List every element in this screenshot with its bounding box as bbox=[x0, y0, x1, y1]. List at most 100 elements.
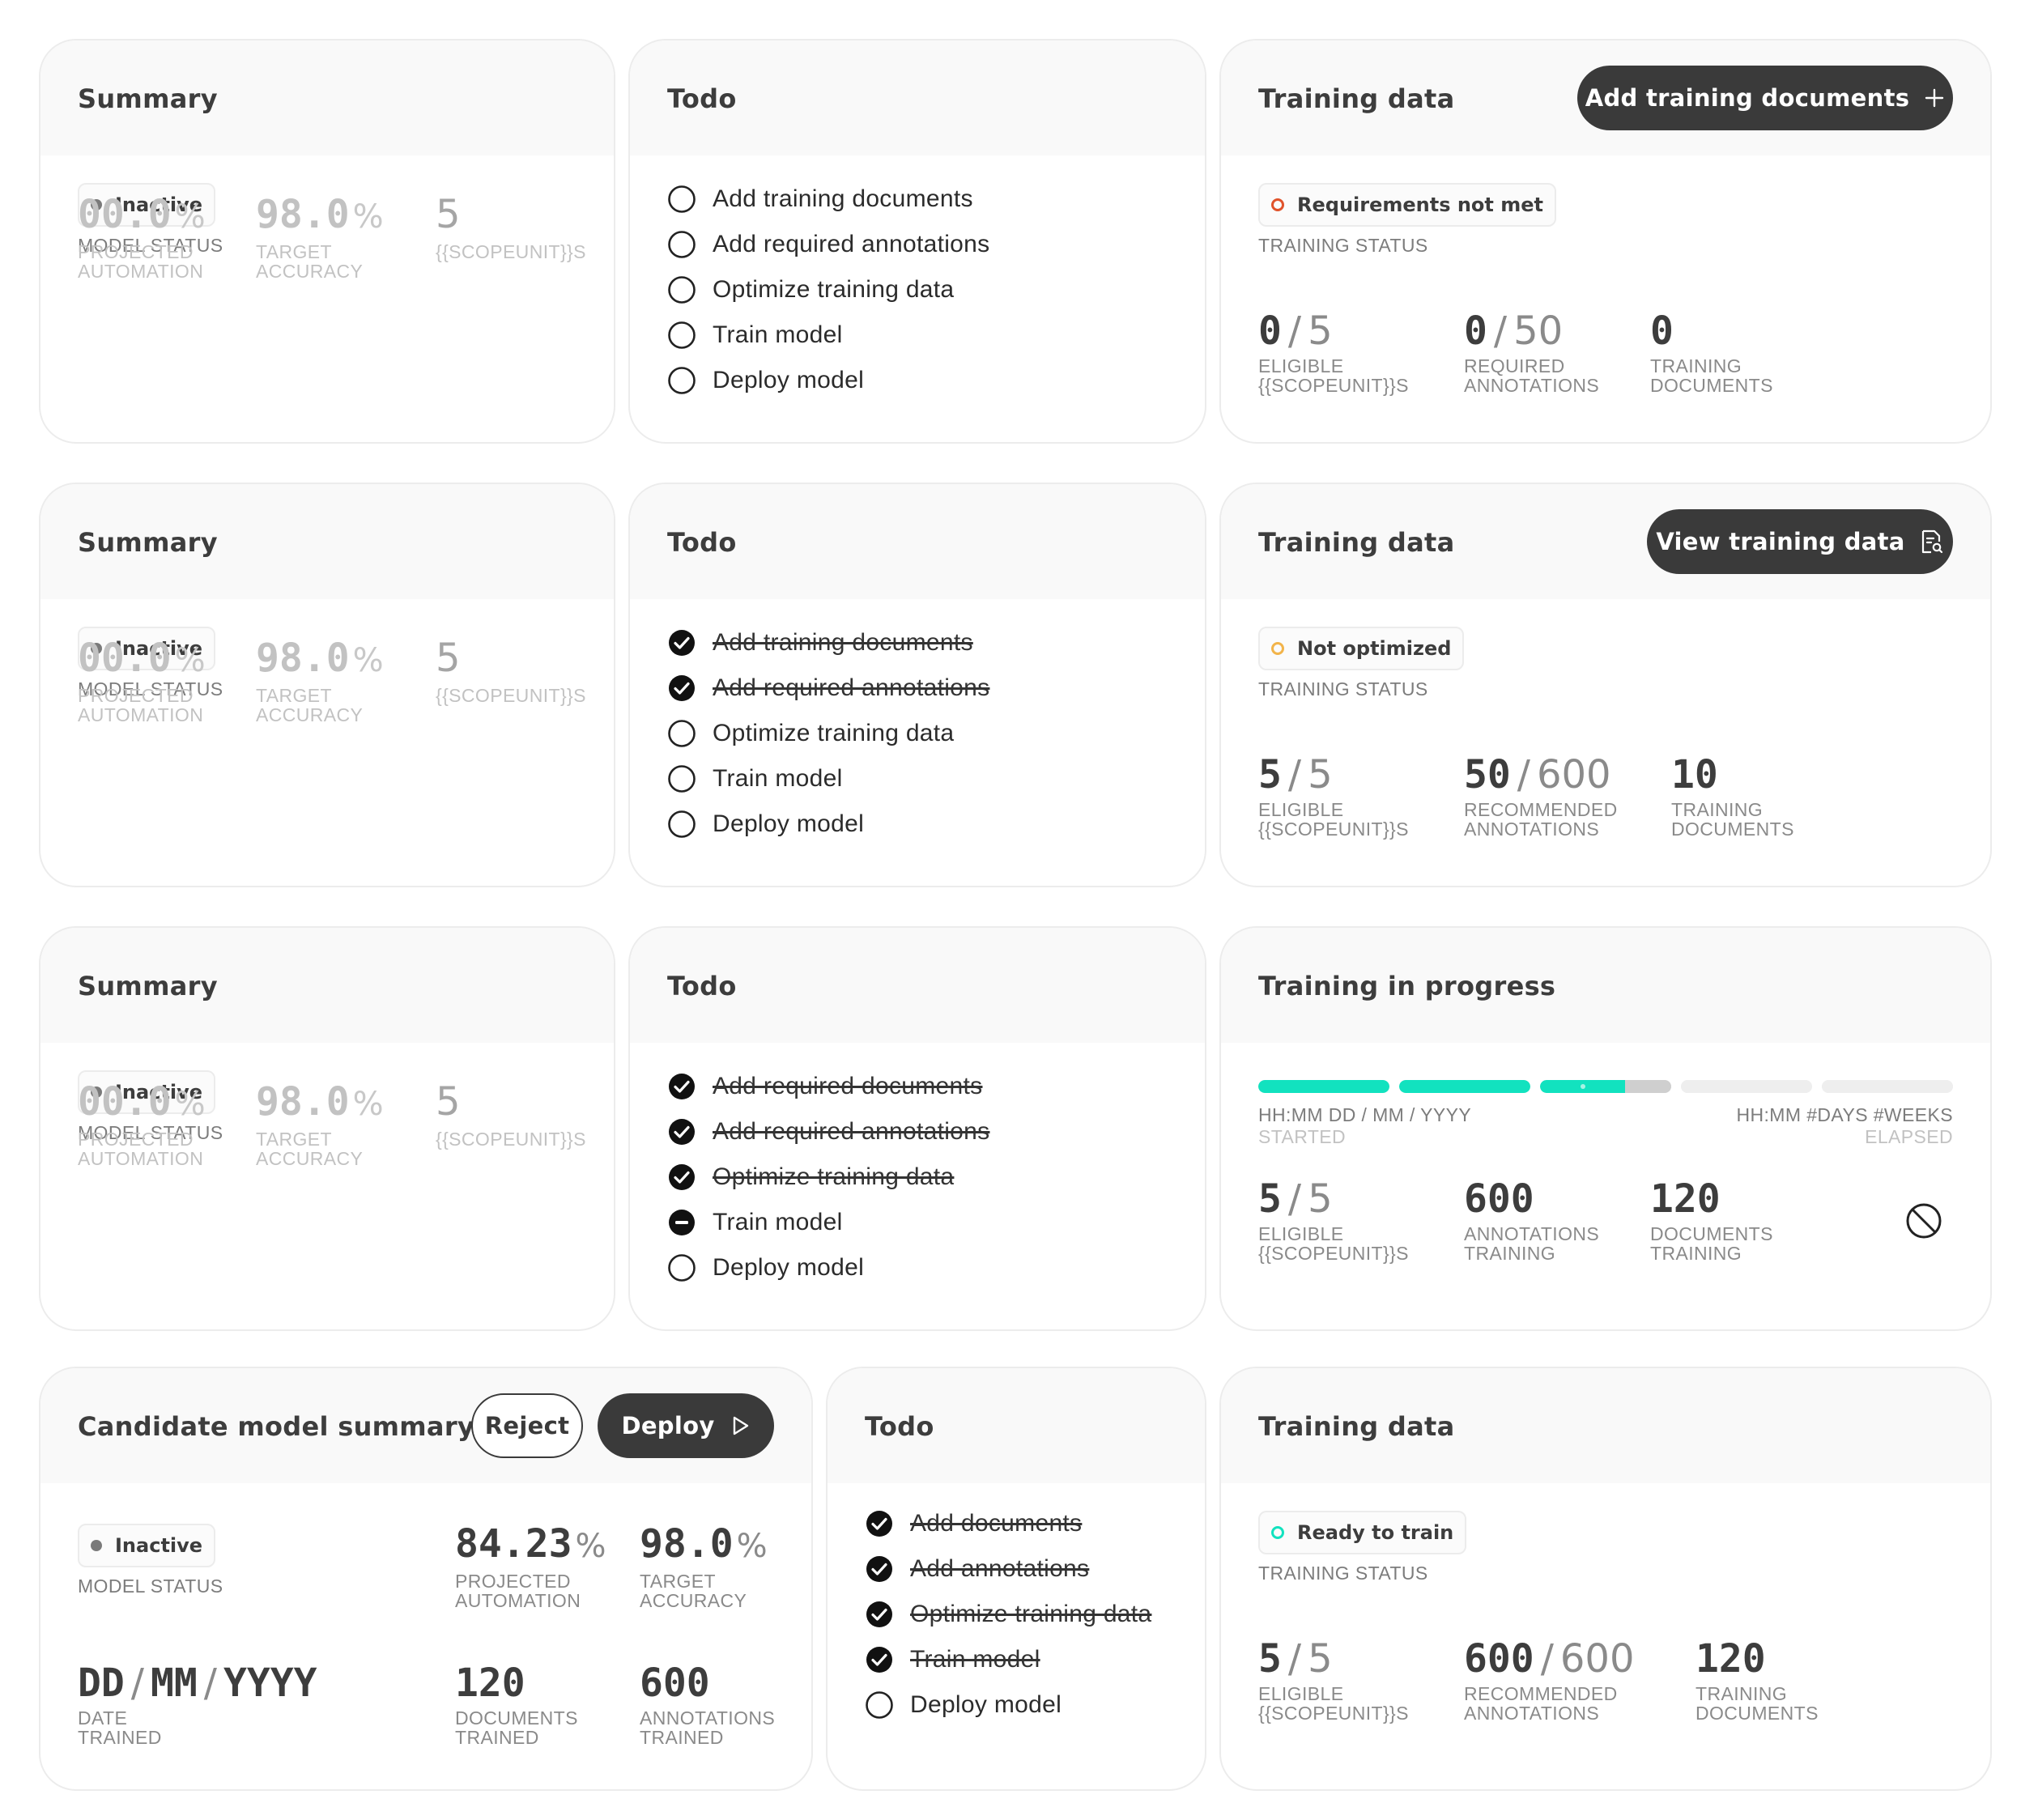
metric-unit: % bbox=[575, 1528, 606, 1565]
view-training-data-button[interactable]: View training data bbox=[1647, 509, 1953, 574]
metric-documents-trained: 120 DOCUMENTS TRAINED bbox=[455, 1663, 578, 1747]
metric-total: 600 bbox=[1559, 1636, 1635, 1682]
todo-item[interactable]: Add annotations bbox=[865, 1546, 1151, 1592]
started-value: HH:MM DD / MM / YYYY bbox=[1258, 1104, 1472, 1125]
metric-caption: TARGET ACCURACY bbox=[256, 241, 364, 282]
metric: 50/600 RECOMMENDED ANNOTATIONS bbox=[1464, 752, 1618, 840]
metric-caption: DOCUMENTS TRAINING bbox=[1650, 1223, 1773, 1264]
card-title: Todo bbox=[667, 83, 737, 114]
todo-item[interactable]: Train model bbox=[865, 1637, 1151, 1682]
metric-caption: ELIGIBLE {{SCOPEUNIT}}S bbox=[1258, 355, 1409, 396]
unchecked-icon bbox=[668, 810, 696, 838]
metric-total: 5 bbox=[1308, 752, 1333, 797]
todo-item-label: Optimize training data bbox=[713, 276, 955, 303]
cancel-icon[interactable] bbox=[1904, 1201, 1943, 1240]
todo-item[interactable]: Add training documents bbox=[667, 176, 989, 222]
todo-item[interactable]: Deploy model bbox=[667, 1245, 989, 1291]
training-status-badge: Not optimized bbox=[1258, 627, 1465, 670]
unchecked-icon bbox=[668, 765, 696, 793]
status-badge-label: Ready to train bbox=[1297, 1521, 1454, 1544]
metric-value: 50 bbox=[1464, 752, 1511, 797]
metric-unit: % bbox=[174, 642, 206, 679]
metric-value: 5 bbox=[436, 1079, 461, 1125]
training-in-progress-card: Training in progress HH:MM DD / MM / YYY… bbox=[1219, 926, 1992, 1331]
card-title: Summary bbox=[78, 971, 218, 1001]
card-header bbox=[40, 484, 614, 599]
todo-item[interactable]: Train model bbox=[667, 756, 989, 802]
metric: 120 TRAINING DOCUMENTS bbox=[1696, 1639, 1819, 1723]
status-badge-label: Inactive bbox=[115, 1081, 203, 1103]
unchecked-icon bbox=[668, 321, 696, 349]
metric-value: 98.0 bbox=[256, 636, 350, 681]
metric-unit: % bbox=[352, 642, 384, 679]
todo-list: Add required documents Add required annot… bbox=[667, 1064, 989, 1291]
todo-item-label: Add training documents bbox=[713, 185, 973, 212]
todo-item[interactable]: Optimize training data bbox=[865, 1592, 1151, 1637]
card-header bbox=[1221, 1368, 1990, 1483]
status-badge-label: Inactive bbox=[115, 1534, 203, 1557]
unchecked-icon bbox=[668, 231, 696, 258]
todo-item[interactable]: Add required documents bbox=[667, 1064, 989, 1109]
todo-item[interactable]: Deploy model bbox=[667, 358, 989, 403]
todo-item[interactable]: Train model bbox=[667, 313, 989, 358]
metric-value: 00.0 bbox=[78, 192, 172, 237]
metric: 98.0% TARGET ACCURACY bbox=[256, 638, 384, 725]
status-dot-icon bbox=[91, 643, 102, 654]
metric-value: 00.0 bbox=[78, 1079, 172, 1125]
elapsed-value: HH:MM #DAYS #WEEKS bbox=[1736, 1104, 1953, 1125]
todo-item[interactable]: Add required annotations bbox=[667, 665, 989, 711]
metric-caption: DATE TRAINED bbox=[78, 1707, 162, 1748]
card-title: Training data bbox=[1258, 527, 1455, 558]
metric-caption: RECOMMENDED ANNOTATIONS bbox=[1464, 1683, 1618, 1724]
todo-item[interactable]: Train model bbox=[667, 1200, 989, 1245]
metric-caption: TRAINING DOCUMENTS bbox=[1671, 799, 1794, 840]
todo-item[interactable]: Add required annotations bbox=[667, 222, 989, 267]
metric-total: 50 bbox=[1513, 308, 1564, 354]
todo-item-label: Add required annotations bbox=[713, 231, 990, 257]
metric-total: 5 bbox=[1308, 308, 1333, 354]
button-label: Add training documents bbox=[1585, 84, 1910, 112]
todo-item-label: Train model bbox=[910, 1646, 1040, 1673]
todo-item[interactable]: Optimize training data bbox=[667, 1155, 989, 1200]
progress-segment bbox=[1399, 1080, 1530, 1093]
metric-value: 10 bbox=[1671, 752, 1718, 797]
metric: 5 {{SCOPEUNIT}}S bbox=[436, 194, 586, 262]
checked-icon bbox=[669, 630, 695, 656]
summary-card: Summary Inactive MODEL STATUS 00.0% PROJ… bbox=[39, 483, 615, 887]
date-day: DD bbox=[78, 1661, 125, 1706]
todo-item[interactable]: Deploy model bbox=[865, 1682, 1151, 1728]
todo-item-label: Add required documents bbox=[713, 1073, 983, 1099]
metric-caption: TARGET ACCURACY bbox=[640, 1571, 747, 1611]
metric-value: 98.0 bbox=[640, 1521, 734, 1567]
metric: 00.0% PROJECTED AUTOMATION bbox=[78, 194, 206, 281]
metric-caption: {{SCOPEUNIT}}S bbox=[436, 1129, 586, 1150]
todo-item[interactable]: Add required annotations bbox=[667, 1109, 989, 1155]
add-training-documents-button[interactable]: Add training documents bbox=[1577, 66, 1953, 130]
metric: 600 ANNOTATIONS TRAINING bbox=[1464, 1179, 1599, 1263]
card-header bbox=[40, 40, 614, 155]
metric: 5/5 ELIGIBLE {{SCOPEUNIT}}S bbox=[1258, 752, 1409, 840]
metric-caption: ELIGIBLE {{SCOPEUNIT}}S bbox=[1258, 1683, 1409, 1724]
todo-item-label: Optimize training data bbox=[910, 1601, 1152, 1627]
metric-caption: TRAINING DOCUMENTS bbox=[1696, 1683, 1819, 1724]
todo-item[interactable]: Deploy model bbox=[667, 802, 989, 847]
metric: 10 TRAINING DOCUMENTS bbox=[1671, 755, 1794, 839]
todo-item[interactable]: Add training documents bbox=[667, 620, 989, 665]
todo-card: Todo Add training documents Add required … bbox=[628, 39, 1206, 444]
started-caption: STARTED bbox=[1258, 1126, 1347, 1147]
todo-item[interactable]: Add documents bbox=[865, 1501, 1151, 1546]
metric-total: 5 bbox=[1308, 1636, 1333, 1682]
deploy-button[interactable]: Deploy bbox=[598, 1393, 774, 1458]
status-badge-label: Inactive bbox=[115, 637, 203, 660]
status-ring-icon bbox=[1271, 198, 1284, 211]
metric-value: 0 bbox=[1464, 308, 1487, 354]
metric-value: 600 bbox=[1464, 1176, 1534, 1222]
todo-item[interactable]: Optimize training data bbox=[667, 711, 989, 756]
metric: 600/600 RECOMMENDED ANNOTATIONS bbox=[1464, 1636, 1635, 1724]
metric: 0 TRAINING DOCUMENTS bbox=[1650, 311, 1773, 395]
metric-total: 600 bbox=[1536, 752, 1611, 797]
todo-item-label: Add training documents bbox=[713, 629, 973, 656]
reject-button[interactable]: Reject bbox=[471, 1393, 583, 1458]
todo-item[interactable]: Optimize training data bbox=[667, 267, 989, 313]
metric-value: 0 bbox=[1258, 308, 1282, 354]
